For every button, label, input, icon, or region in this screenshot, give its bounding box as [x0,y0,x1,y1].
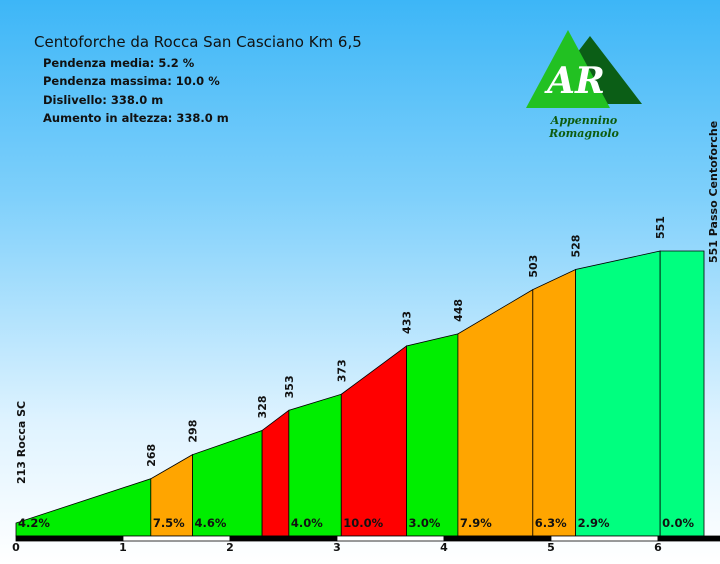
x-tick-label-0: 0 [12,541,20,554]
logo-mark: AR [544,60,605,102]
gradient-segment-3 [261,409,290,537]
segment-grade-label-10: 0.0% [662,516,694,530]
elevation-label-353: 353 [283,375,296,398]
x-tick-label-2: 2 [226,541,234,554]
start-label: 213 Rocca SC [15,401,28,484]
gradient-segment-7 [457,288,534,537]
stat-altitude-increase: Aumento in altezza: 338.0 m [43,111,229,125]
x-tick-label-4: 4 [440,541,448,554]
x-tick-label-5: 5 [547,541,555,554]
gradient-segment-10 [659,250,705,537]
elevation-label-373: 373 [335,359,348,382]
segment-grade-label-8: 6.3% [535,516,567,530]
segment-grade-label-0: 4.2% [18,516,50,530]
distance-bar-5 [550,535,659,542]
distance-bar-4 [443,535,552,542]
segment-grade-label-7: 7.9% [460,516,492,530]
elevation-label-268: 268 [145,444,158,467]
chart-title: Centoforche da Rocca San Casciano Km 6,5 [34,33,362,51]
gradient-segment-6 [406,333,459,537]
gradient-segment-4 [288,393,342,537]
distance-bar-3 [336,535,445,542]
segment-grade-label-6: 3.0% [409,516,441,530]
gradient-segment-8 [532,268,577,537]
elevation-label-433: 433 [401,311,414,334]
elevation-label-328: 328 [256,395,269,418]
segment-grade-label-9: 2.9% [578,516,610,530]
logo-caption: Appennino Romagnolo [549,114,619,140]
distance-bar-0 [15,535,124,542]
elevation-label-503: 503 [527,255,540,278]
distance-bar-6 [657,535,720,542]
x-tick-label-6: 6 [654,541,662,554]
gradient-segment-9 [575,250,661,537]
end-label: 551 Passo Centoforche [707,121,720,263]
stat-max-gradient: Pendenza massima: 10.0 % [43,74,220,88]
x-tick-label-3: 3 [333,541,341,554]
elevation-label-448: 448 [452,299,465,322]
appennino-romagnolo-logo: AR [526,30,642,108]
elevation-label-528: 528 [570,235,583,258]
segment-grade-label-4: 4.0% [291,516,323,530]
segment-grade-label-2: 4.6% [195,516,227,530]
segment-grade-label-5: 10.0% [343,516,383,530]
distance-bar-1 [122,535,231,542]
x-tick-label-1: 1 [119,541,127,554]
segment-grade-label-1: 7.5% [153,516,185,530]
elevation-label-298: 298 [187,420,200,443]
elevation-label-551: 551 [654,216,667,239]
distance-bar-2 [229,535,338,542]
gradient-segment-5 [340,345,407,537]
stat-elevation-gain: Dislivello: 338.0 m [43,93,164,107]
stat-average-gradient: Pendenza media: 5.2 % [43,56,195,70]
